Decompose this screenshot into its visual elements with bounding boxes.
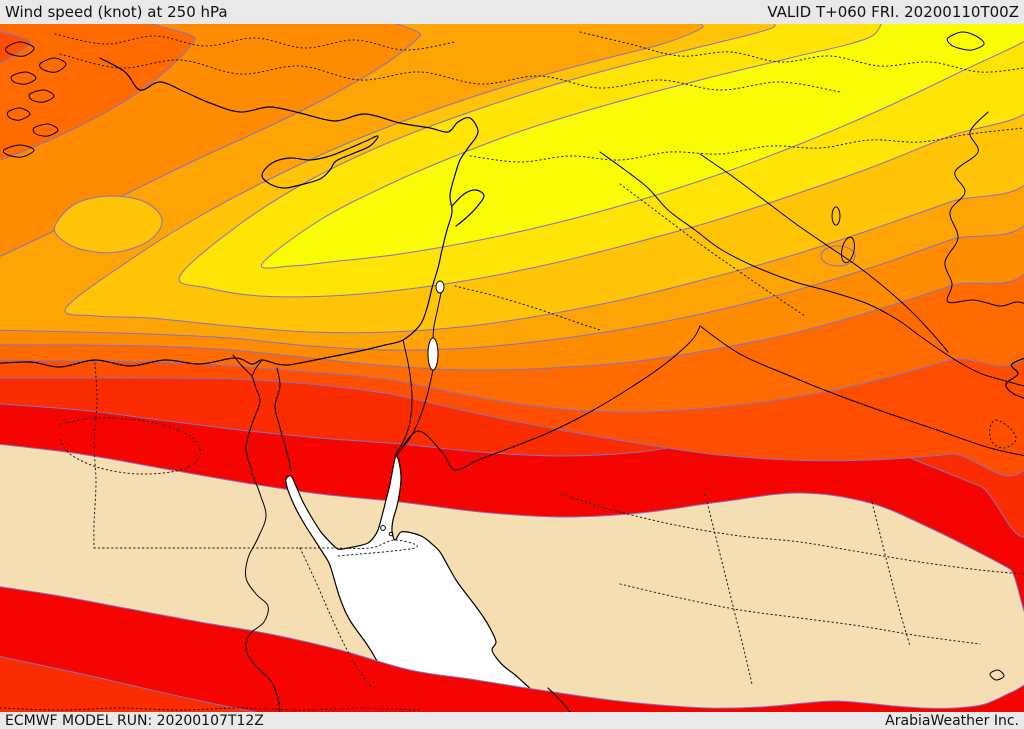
dead-sea [427,337,439,371]
map-canvas [0,24,1024,712]
wind-speed-contour-map [0,24,1024,712]
aegean-island-3 [10,71,37,85]
anatolia-border-3 [59,53,841,93]
cyprus-island [261,135,379,189]
suez-canal [274,367,292,473]
aegean-island-2 [39,57,67,73]
nile-river [244,375,281,712]
iraq-iran-border [944,111,1024,307]
aegean-island-4 [28,89,55,103]
crete-island [2,144,35,158]
nile-delta-east-branch [251,359,263,377]
tiran-island [380,525,386,531]
saudi-vertical-line-2 [869,493,911,647]
anatolia-border-2 [579,31,1024,73]
syria-jordan-border [454,285,601,331]
rhodes-island [32,123,59,137]
aegean-island-1 [4,41,35,57]
egypt-sudan-border [93,539,418,557]
mediterranean-coastline [0,57,479,368]
dotted-borders [0,31,1024,711]
saudi-mid-line [619,583,981,645]
iraq-saudi-border [699,325,1024,457]
syria-iraq-border [619,183,806,317]
lakes [427,31,985,371]
brand-label: ArabiaWeather Inc. [885,713,1019,729]
sea-of-galilee [435,280,445,294]
lebanon-border [451,189,485,227]
status-bar: ECMWF MODEL RUN: 20200107T12Z ArabiaWeat… [0,712,1024,729]
anatolia-border-1 [54,33,456,51]
title-bar: Wind speed (knot) at 250 hPa VALID T+060… [0,0,1024,24]
arabian-coast-in-band [547,687,572,712]
persian-gulf-coast [1005,357,1024,399]
egypt-libya-border [93,362,98,549]
lake-van [946,31,985,51]
southern-jet-band [0,586,1024,712]
kuwait-border [989,419,1017,449]
egypt-israel-border [394,339,413,456]
nile-delta-west-branch [232,354,253,377]
red-sea [285,455,563,712]
tigris-river [699,153,949,353]
rivers [232,151,1024,712]
saudi-vertical-line-1 [704,493,753,685]
map-title: Wind speed (knot) at 250 hPa [5,3,228,21]
lake-tharthar [831,206,841,226]
solid-borders [394,111,1024,471]
sudan-interior-line [299,547,373,689]
egypt-oasis-line [59,417,201,475]
lake-habbaniyah [841,236,855,264]
coastlines [0,41,1024,681]
red-sea-group [285,455,563,712]
valid-time-label: VALID T+060 FRI. 20200110T00Z [767,3,1019,21]
jordan-saudi-border [396,325,701,471]
aegean-island-5 [6,107,31,121]
band-7-west-pocket [53,195,163,254]
euphrates-river [599,151,1024,387]
jordan-river-rift [432,292,442,339]
closed-contour-ring [820,245,856,267]
southern-band-1 [0,586,1024,712]
model-run-label: ECMWF MODEL RUN: 20200107T12Z [5,713,264,729]
turkey-syria-border [469,127,1024,163]
sanafir-island [388,531,394,537]
saudi-north-line [559,493,1024,575]
farasan-island [989,669,1005,681]
southern-band-2 [0,656,257,712]
